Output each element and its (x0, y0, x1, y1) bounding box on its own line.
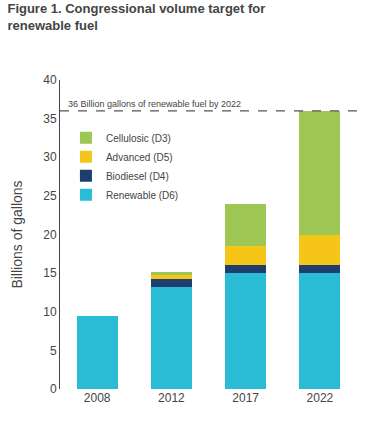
svg-text:10: 10 (43, 305, 57, 319)
svg-text:40: 40 (43, 73, 57, 87)
svg-text:Advanced (D5): Advanced (D5) (106, 152, 173, 163)
svg-text:30: 30 (43, 150, 57, 164)
svg-text:15: 15 (43, 266, 57, 280)
svg-text:Cellulosic (D3): Cellulosic (D3) (106, 133, 171, 144)
svg-text:2008: 2008 (84, 391, 111, 405)
svg-text:2017: 2017 (232, 391, 259, 405)
svg-text:Renewable (D6): Renewable (D6) (106, 190, 178, 201)
svg-text:36 Billion gallons of renewabl: 36 Billion gallons of renewable fuel by … (68, 99, 241, 109)
svg-text:Biodiesel (D4): Biodiesel (D4) (106, 171, 169, 182)
svg-text:Billions of gallons: Billions of gallons (9, 180, 25, 288)
svg-text:5: 5 (50, 344, 57, 358)
svg-text:2022: 2022 (307, 391, 334, 405)
svg-text:20: 20 (43, 228, 57, 242)
svg-text:2012: 2012 (158, 391, 185, 405)
svg-text:25: 25 (43, 189, 57, 203)
svg-text:0: 0 (50, 382, 57, 396)
svg-text:35: 35 (43, 112, 57, 126)
svg-text:Figure 1. Congressional volume: Figure 1. Congressional volume target fo… (7, 1, 265, 33)
